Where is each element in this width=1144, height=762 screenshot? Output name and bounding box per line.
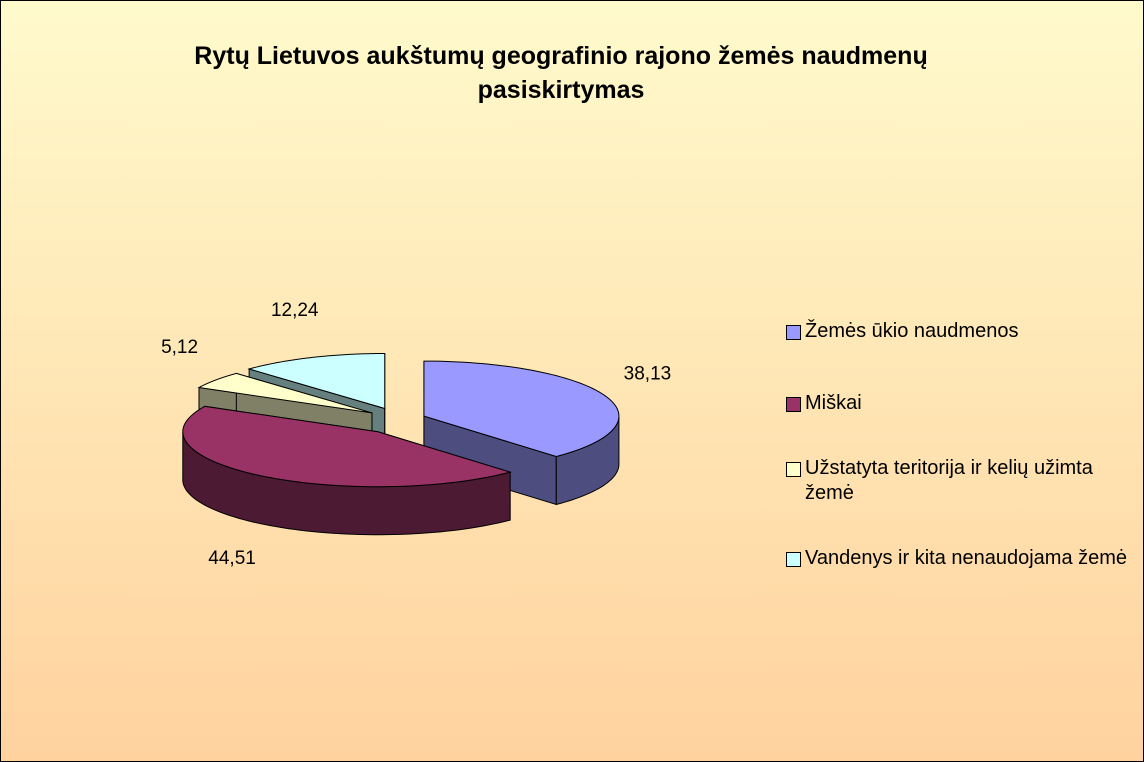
data-label: 12,24 xyxy=(271,300,319,321)
legend-label: Vandenys ir kita nenaudojama žemė xyxy=(805,547,1128,569)
legend-swatch xyxy=(786,462,801,477)
slice-top xyxy=(423,360,620,458)
slice xyxy=(182,405,512,536)
data-label: 5,12 xyxy=(161,337,198,358)
legend-item: Miškai xyxy=(786,391,1141,416)
slice-top xyxy=(182,405,512,488)
legend-label: Miškai xyxy=(805,392,862,414)
legend-swatch xyxy=(786,397,801,412)
legend-item: Užstatyta teritorija ir kelių užimta žem… xyxy=(786,456,1141,506)
legend-label: Žemės ūkio naudmenos xyxy=(805,320,1019,342)
data-label: 38,13 xyxy=(624,364,672,385)
legend-item: Žemės ūkio naudmenos xyxy=(786,319,1141,344)
legend-item: Vandenys ir kita nenaudojama žemė xyxy=(786,546,1141,571)
chart-title: Rytų Lietuvos aukštumų geografinio rajon… xyxy=(194,42,928,104)
slice-top xyxy=(197,372,373,414)
legend-swatch xyxy=(786,325,801,340)
legend: Žemės ūkio naudmenos Miškai Užstatyta teri… xyxy=(786,319,1141,571)
slice xyxy=(423,360,620,506)
data-label: 44,51 xyxy=(208,548,256,569)
legend-swatch xyxy=(786,552,801,567)
legend-label: Užstatyta teritorija ir kelių užimta žem… xyxy=(805,457,1093,504)
slice-top xyxy=(247,352,386,410)
